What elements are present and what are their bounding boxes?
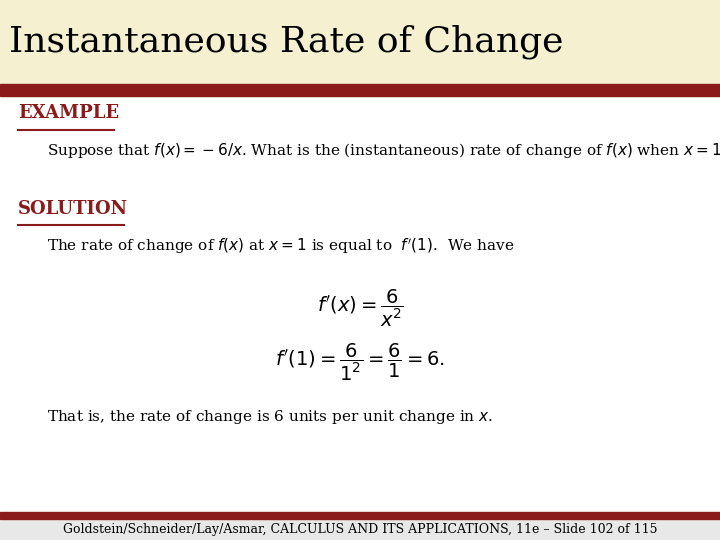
Bar [0, 84, 720, 96]
Bar [0, 96, 720, 512]
Bar [0, 0, 720, 84]
Text: EXAMPLE: EXAMPLE [18, 104, 119, 123]
Text: SOLUTION: SOLUTION [18, 200, 128, 218]
Text: $f'(1)=\dfrac{6}{1^2}=\dfrac{6}{1}=6.$: $f'(1)=\dfrac{6}{1^2}=\dfrac{6}{1}=6.$ [275, 341, 445, 382]
Bar [0, 519, 720, 540]
Text: Suppose that $f(x) = -6/x$. What is the (instantaneous) rate of change of $f(x)$: Suppose that $f(x) = -6/x$. What is the … [47, 140, 720, 160]
Text: The rate of change of $f(x)$ at $x = 1$ is equal to  $f'(1)$.  We have: The rate of change of $f(x)$ at $x = 1$ … [47, 236, 514, 255]
Text: That is, the rate of change is 6 units per unit change in $x$.: That is, the rate of change is 6 units p… [47, 408, 492, 426]
Text: Instantaneous Rate of Change: Instantaneous Rate of Change [9, 25, 564, 59]
Bar [0, 512, 720, 519]
Text: $f'(x)=\dfrac{6}{x^2}$: $f'(x)=\dfrac{6}{x^2}$ [317, 287, 403, 328]
Text: Goldstein/Schneider/Lay/Asmar, CALCULUS AND ITS APPLICATIONS, 11e – Slide 102 of: Goldstein/Schneider/Lay/Asmar, CALCULUS … [63, 523, 657, 536]
